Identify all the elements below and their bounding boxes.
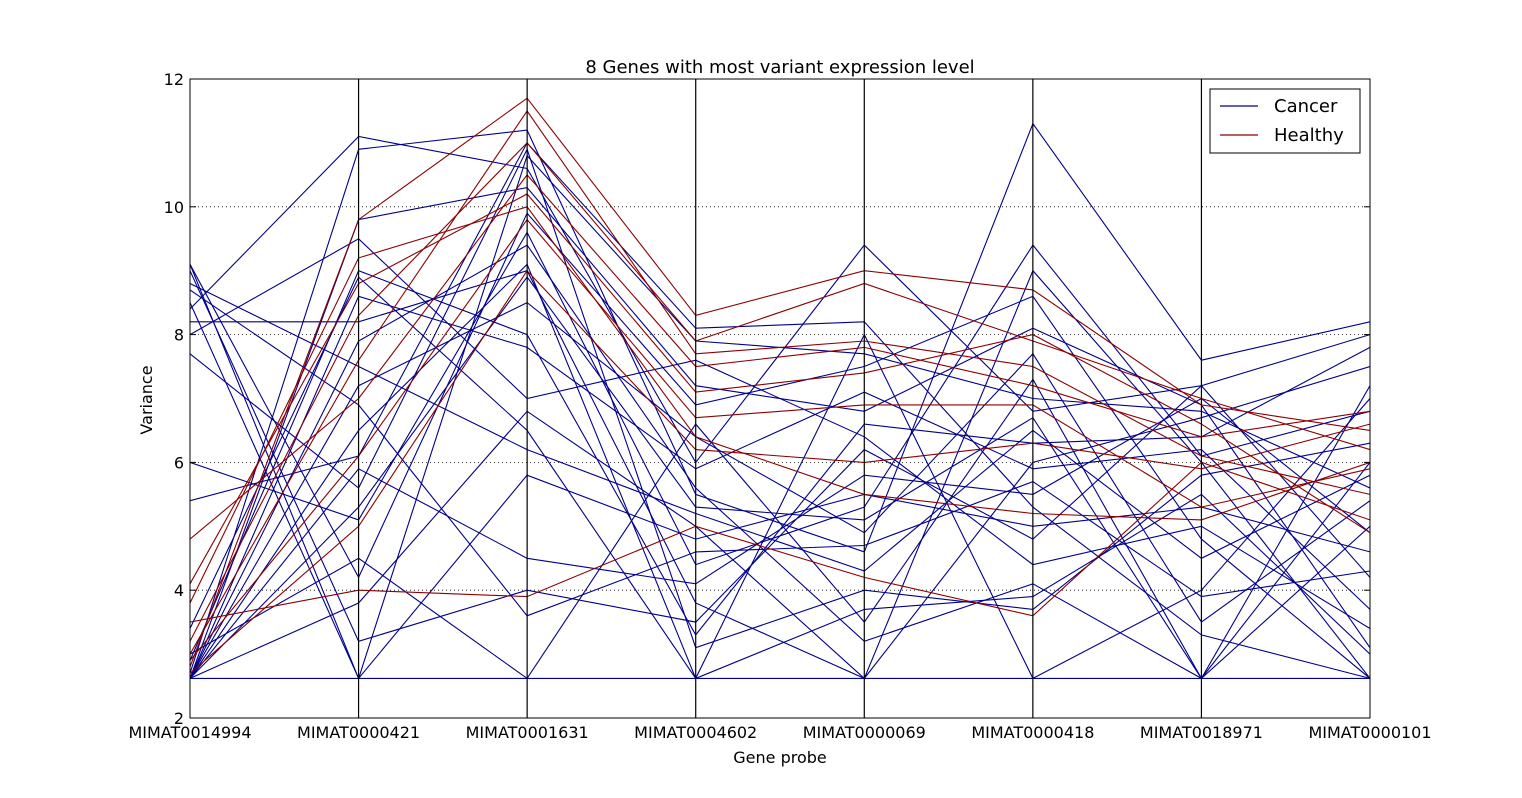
y-tick-label: 4 [174, 581, 184, 600]
x-ticks: MIMAT0014994 MIMAT0000421 MIMAT0001631 MIMA… [128, 723, 1431, 742]
series-cancer-line [190, 269, 1370, 661]
series-lines [190, 97, 1370, 680]
series-cancer-line [190, 365, 1370, 680]
series-cancer-line [190, 301, 1370, 679]
legend-box [1209, 88, 1361, 154]
series-cancer-line [190, 378, 1370, 680]
series-cancer-line [190, 147, 1370, 649]
series-healthy-line [190, 174, 1370, 540]
series-cancer-line [190, 135, 1370, 578]
y-axis-label: Variance [137, 365, 156, 434]
y-ticks: 2 4 6 8 10 12 [164, 70, 1370, 728]
series-healthy-line [190, 142, 1370, 642]
x-tick-label: MIMAT0004602 [634, 723, 757, 742]
series-cancer-line [190, 212, 1370, 679]
series-cancer-line [190, 276, 1370, 680]
series-cancer-line [190, 154, 1370, 679]
y-tick-label: 2 [174, 709, 184, 728]
series-cancer-line [190, 283, 1370, 572]
y-tick-label: 12 [164, 70, 184, 89]
plot-frame [189, 78, 1371, 719]
series-cancer-line [190, 263, 1370, 680]
series-healthy-line [190, 97, 1370, 668]
series-cancer-line [190, 276, 1370, 680]
series-healthy-line [190, 110, 1370, 655]
series-cancer-line [190, 186, 1370, 679]
series-healthy-line [190, 269, 1370, 674]
series-cancer-line [190, 244, 1370, 680]
series-cancer-line [190, 141, 1370, 679]
x-tick-label: MIMAT0000101 [1308, 723, 1431, 742]
x-tick-label: MIMAT0018971 [1140, 723, 1263, 742]
chart-title: 8 Genes with most variant expression lev… [585, 57, 974, 78]
x-tick-label: MIMAT0000421 [297, 723, 420, 742]
series-cancer-line [190, 289, 1370, 617]
legend-label-healthy: Healthy [1274, 125, 1344, 146]
x-axis-label: Gene probe [733, 748, 826, 767]
y-tick-label: 10 [164, 198, 184, 217]
category-axes [357, 79, 1203, 718]
x-tick-label: MIMAT0000418 [971, 723, 1094, 742]
series-cancer-line [190, 238, 1370, 629]
series-healthy-line [190, 193, 1370, 585]
series-cancer-line [190, 295, 1370, 679]
x-tick-label: MIMAT0001631 [466, 723, 589, 742]
series-healthy-line [190, 461, 1370, 623]
x-tick-label: MIMAT0014994 [128, 723, 251, 742]
series-healthy-line [190, 206, 1370, 604]
y-tick-label: 6 [174, 453, 184, 472]
series-cancer-line [190, 269, 1370, 680]
legend-label-cancer: Cancer [1274, 96, 1338, 117]
series-healthy-line [190, 218, 1370, 661]
series-cancer-line [190, 302, 1370, 680]
y-tick-label: 8 [174, 326, 184, 345]
legend: Cancer Healthy [1209, 88, 1361, 154]
series-cancer-line [190, 264, 1370, 679]
series-cancer-line [190, 270, 1370, 642]
x-tick-label: MIMAT0000069 [803, 723, 926, 742]
